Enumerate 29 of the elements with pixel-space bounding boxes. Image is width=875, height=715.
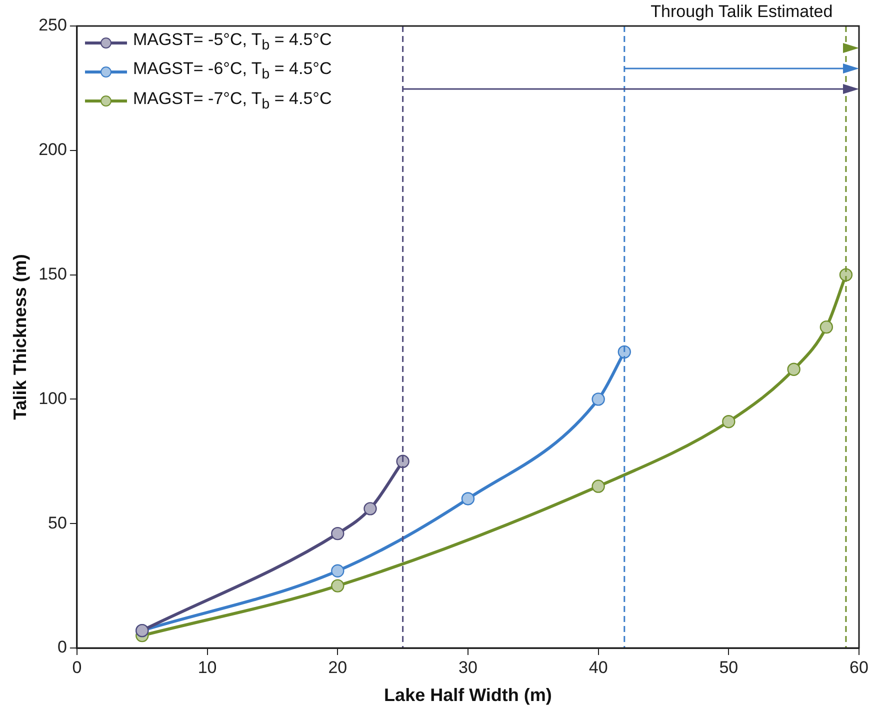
point: [722, 414, 736, 428]
x-tick-label: 40: [588, 658, 608, 677]
x-tick-label: 0: [72, 658, 82, 677]
y-tick-label: 150: [38, 264, 67, 284]
point: [364, 502, 377, 516]
point: [787, 362, 800, 376]
x-tick-label: 50: [719, 658, 738, 677]
y-axis-title: Talik Thickness (m): [10, 254, 30, 420]
point: [820, 320, 834, 334]
y-tick-label: 250: [38, 16, 67, 35]
y-tick-label: 50: [48, 513, 67, 532]
legend-label: MAGST= -5°C, T$_{b}$ = 4.5°C: [132, 29, 332, 56]
point: [331, 579, 344, 592]
y-tick-label: 200: [38, 140, 67, 160]
point: [331, 526, 344, 540]
point: [461, 492, 475, 506]
y-tick-label: 100: [38, 388, 67, 408]
text: Through Talik Estimated: [650, 2, 833, 22]
legend-label: MAGST= -6°C, T$_{b}$ = 4.5°C: [132, 58, 332, 85]
legend-label: MAGST= -7°C, T$_{b}$ = 4.5°C: [132, 88, 332, 114]
x-axis-title: Lake Half Width (m): [384, 685, 552, 706]
point: [331, 564, 344, 578]
x-tick-label: 10: [198, 658, 217, 677]
point: [592, 480, 605, 493]
y-tick-label: 0: [57, 638, 67, 657]
x-tick-label: 60: [850, 658, 868, 677]
x-tick-label: 20: [328, 658, 348, 677]
x-tick-label: 30: [458, 658, 478, 677]
point: [592, 392, 605, 406]
